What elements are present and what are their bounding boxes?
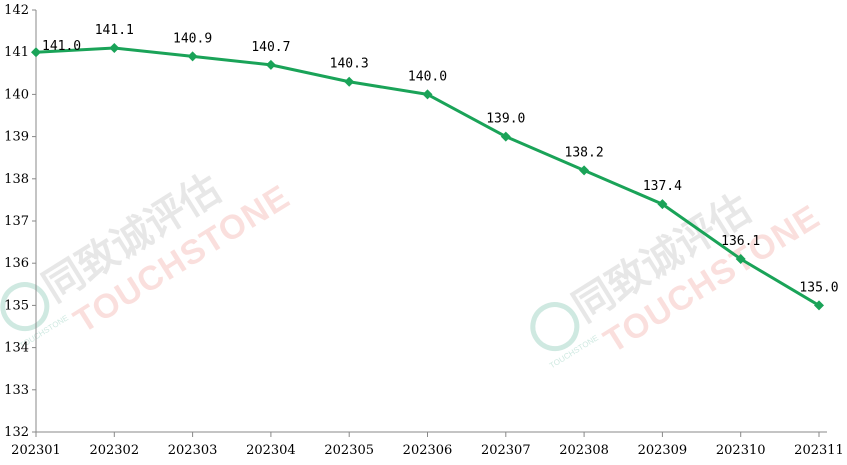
data-point: [735, 253, 746, 264]
data-label: 136.1: [721, 234, 760, 249]
data-label: 140.3: [330, 57, 369, 72]
data-point: [657, 199, 668, 210]
data-label: 140.7: [251, 40, 290, 55]
data-point: [814, 300, 824, 311]
data-label: 140.9: [173, 31, 212, 46]
data-label: 140.0: [408, 69, 447, 84]
data-labels-group: 141.0 141.1 140.9 140.7 140.3 140.0 139.0 138.2…: [42, 23, 839, 295]
y-tick-label: 142: [4, 3, 29, 18]
watermark-group: 同致诚评估 TOUCHSTONE TOUCHSTONE 同致诚评估 TOUCHS…: [0, 166, 827, 370]
y-tick-label: 132: [4, 425, 29, 440]
y-tick-label: 133: [4, 383, 29, 398]
x-tick-label: 202307: [481, 443, 531, 458]
data-label: 137.4: [643, 179, 682, 194]
data-label: 135.0: [799, 280, 838, 295]
x-tick-label: 202303: [168, 443, 218, 458]
y-tick-label: 136: [4, 256, 29, 271]
data-point: [109, 42, 120, 53]
data-point: [500, 131, 511, 142]
data-label: 141.1: [95, 23, 134, 38]
data-label: 139.0: [486, 112, 525, 127]
watermark-left: 同致诚评估 TOUCHSTONE TOUCHSTONE: [0, 166, 297, 350]
data-point: [31, 47, 41, 58]
y-tick-label: 140: [4, 87, 29, 102]
y-tick-label: 134: [4, 341, 29, 356]
y-tick-label: 138: [4, 172, 29, 187]
watermark-logo-icon: [530, 302, 580, 352]
x-tick-label: 202310: [716, 443, 766, 458]
x-tick-label: 202301: [11, 443, 61, 458]
series-group: [31, 42, 824, 311]
data-point: [265, 59, 276, 70]
data-label: 141.0: [42, 39, 81, 54]
data-point: [344, 76, 355, 87]
data-point: [422, 89, 433, 100]
x-tick-label: 202311: [794, 443, 844, 458]
x-tick-label: 202306: [403, 443, 453, 458]
y-tick-label: 139: [4, 130, 29, 145]
watermark-logo-icon: [0, 282, 50, 332]
x-tick-label: 202305: [324, 443, 374, 458]
data-point: [187, 51, 198, 62]
axes-group: 132 133 134 135 136 137 138 139 140 141 142 202301 2…: [4, 3, 844, 458]
x-tick-label: 202309: [638, 443, 688, 458]
data-point: [579, 165, 590, 176]
y-tick-label: 137: [4, 214, 29, 229]
x-tick-label: 202304: [246, 443, 296, 458]
x-tick-label: 202302: [89, 443, 139, 458]
y-tick-label: 141: [4, 45, 29, 60]
x-tick-label: 202308: [559, 443, 609, 458]
data-label: 138.2: [565, 145, 604, 160]
y-tick-label: 135: [4, 298, 29, 313]
